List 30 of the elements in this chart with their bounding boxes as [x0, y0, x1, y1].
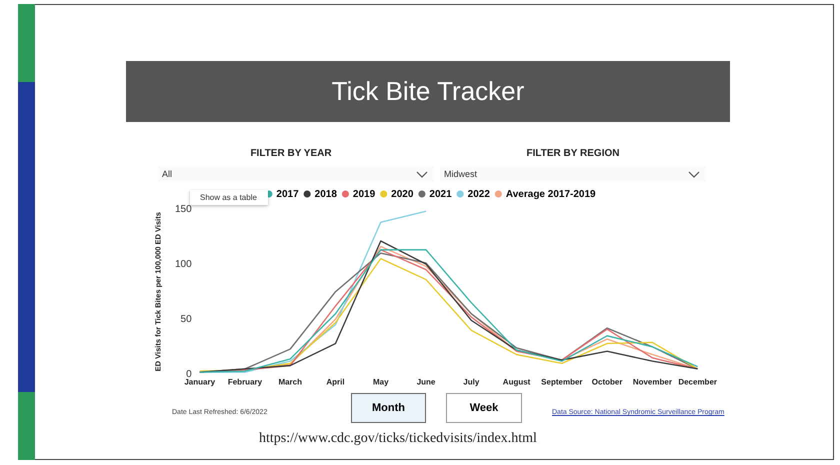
- legend-label: 2020: [391, 188, 414, 200]
- text: https://www.cdc.gov/ticks/tickedvisits/index.html: [259, 431, 537, 446]
- text: FILTER BY YEAR: [250, 148, 332, 159]
- x-tick-label: April: [326, 377, 345, 386]
- x-tick-label: September: [541, 377, 583, 386]
- y-tick-label: 100: [174, 258, 192, 270]
- x-tick-label: July: [463, 377, 480, 386]
- text: FILTER BY REGION: [526, 148, 620, 159]
- y-tick-label: 150: [174, 204, 192, 215]
- text: Show as a table: [200, 193, 257, 202]
- legend-label: 2021: [429, 188, 452, 200]
- x-tick-label: August: [502, 377, 531, 386]
- text: Midwest: [444, 169, 478, 179]
- legend-label: 2022: [468, 188, 490, 200]
- x-tick-label: December: [678, 377, 717, 386]
- legend-label: Average 2017-2019: [506, 188, 596, 200]
- legend-label: 2017: [276, 188, 300, 200]
- legend-label: 2019: [352, 188, 376, 200]
- x-tick-label: November: [632, 377, 672, 386]
- chart-title: Tick Bite Tracker: [126, 61, 730, 122]
- text: Month: [372, 402, 405, 414]
- x-tick-label: March: [278, 377, 302, 386]
- x-tick-label: May: [372, 377, 390, 386]
- y-tick-label: 50: [180, 314, 192, 326]
- x-tick-label: June: [416, 377, 436, 386]
- text: All: [162, 169, 172, 179]
- x-tick-label: October: [592, 377, 622, 386]
- legend-label: 2018: [314, 188, 338, 200]
- text: Week: [470, 402, 498, 414]
- x-tick-label: February: [228, 377, 263, 386]
